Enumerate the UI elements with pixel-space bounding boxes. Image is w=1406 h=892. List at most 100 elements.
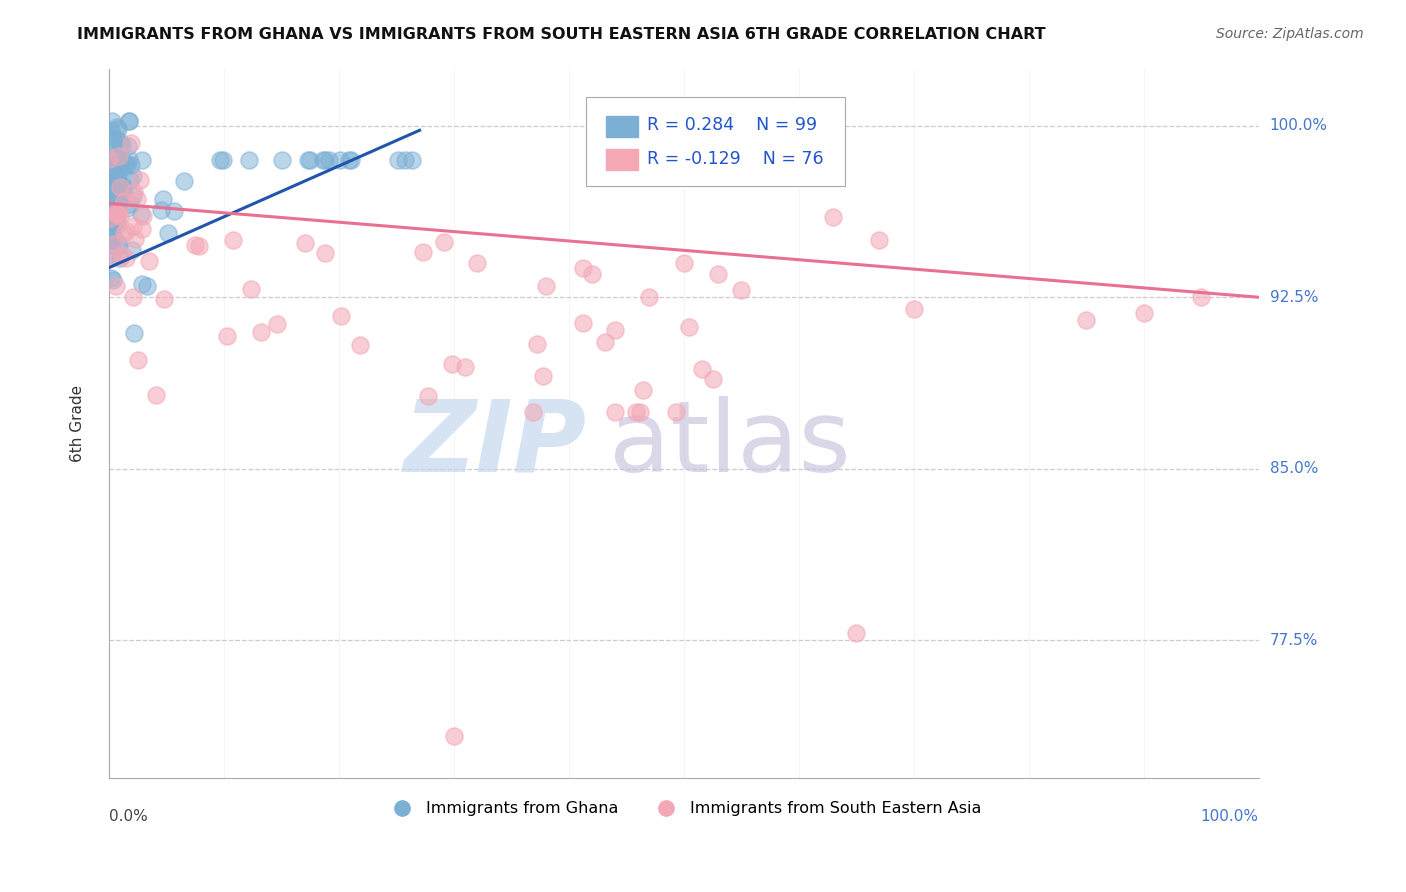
Point <box>105 206 128 220</box>
Point <box>132 209 155 223</box>
Point <box>108 162 131 177</box>
Point <box>101 229 124 244</box>
Point <box>240 282 263 296</box>
Point <box>107 174 129 188</box>
Point <box>1076 313 1098 327</box>
Point <box>624 404 647 418</box>
Point <box>104 216 127 230</box>
Point <box>98 175 121 189</box>
Point <box>212 153 235 167</box>
Point <box>149 203 172 218</box>
Point <box>222 233 245 247</box>
Point <box>581 268 603 282</box>
Point <box>314 246 336 260</box>
Point <box>120 173 142 187</box>
Point <box>114 194 136 208</box>
Point <box>108 135 131 149</box>
Point <box>112 179 135 194</box>
Point <box>337 153 360 167</box>
Point <box>103 149 125 163</box>
Point <box>124 231 146 245</box>
Point <box>330 309 353 323</box>
Point <box>465 256 488 270</box>
Text: 0.0%: 0.0% <box>110 809 148 824</box>
Point <box>173 174 195 188</box>
Point <box>868 233 890 247</box>
Point <box>111 137 134 152</box>
Point <box>394 153 416 167</box>
Point <box>522 404 544 418</box>
Point <box>111 247 134 261</box>
Text: 92.5%: 92.5% <box>1270 290 1319 305</box>
Point <box>101 211 124 226</box>
Point <box>108 164 131 178</box>
Text: 6th Grade: 6th Grade <box>69 384 84 461</box>
Text: 77.5%: 77.5% <box>1270 632 1317 648</box>
Point <box>104 160 127 174</box>
Point <box>120 136 142 151</box>
Point <box>823 210 845 224</box>
Point <box>100 271 122 285</box>
Point <box>122 185 145 199</box>
Point <box>108 251 131 265</box>
Text: Source: ZipAtlas.com: Source: ZipAtlas.com <box>1216 27 1364 41</box>
Point <box>103 211 125 225</box>
Point <box>101 238 124 252</box>
Point <box>98 136 121 150</box>
Point <box>702 372 724 386</box>
Point <box>118 152 141 166</box>
Point <box>401 153 423 167</box>
Point <box>157 226 180 240</box>
Point <box>299 153 322 167</box>
Point <box>98 170 121 185</box>
Point <box>665 404 688 418</box>
Point <box>131 153 153 167</box>
Point <box>238 153 260 167</box>
Point <box>104 189 127 203</box>
Point <box>120 158 142 172</box>
Text: IMMIGRANTS FROM GHANA VS IMMIGRANTS FROM SOUTH EASTERN ASIA 6TH GRADE CORRELATIO: IMMIGRANTS FROM GHANA VS IMMIGRANTS FROM… <box>77 27 1046 42</box>
Point <box>104 174 127 188</box>
Point <box>125 193 148 207</box>
Point <box>101 272 124 286</box>
Point <box>443 730 465 744</box>
Point <box>534 278 557 293</box>
Point <box>1132 306 1154 320</box>
Point <box>108 194 131 209</box>
Text: atlas: atlas <box>609 396 851 492</box>
Point <box>108 191 131 205</box>
Point <box>121 244 143 258</box>
Point <box>129 206 152 220</box>
Point <box>418 389 440 403</box>
Point <box>104 182 127 196</box>
Point <box>103 236 125 251</box>
Point <box>526 336 548 351</box>
Text: 100.0%: 100.0% <box>1201 809 1258 824</box>
Point <box>162 204 184 219</box>
Point <box>131 277 153 292</box>
Point <box>115 201 138 215</box>
Point <box>440 357 463 371</box>
Point <box>105 157 128 171</box>
Point <box>112 185 135 199</box>
Point <box>98 234 121 248</box>
Point <box>105 206 128 220</box>
Point <box>329 153 352 167</box>
Point <box>105 278 128 293</box>
Point <box>117 138 139 153</box>
Point <box>122 169 145 184</box>
Point <box>104 196 127 211</box>
Point <box>631 384 654 398</box>
Point <box>122 290 145 304</box>
Text: R = 0.284    N = 99: R = 0.284 N = 99 <box>647 116 817 134</box>
Point <box>108 210 131 224</box>
Point <box>271 153 294 167</box>
Point <box>104 132 127 146</box>
Point <box>312 153 335 167</box>
Point <box>114 157 136 171</box>
Bar <box>606 116 638 137</box>
Point <box>107 121 129 136</box>
Point <box>572 261 595 276</box>
Bar <box>606 149 638 169</box>
Point <box>135 278 157 293</box>
